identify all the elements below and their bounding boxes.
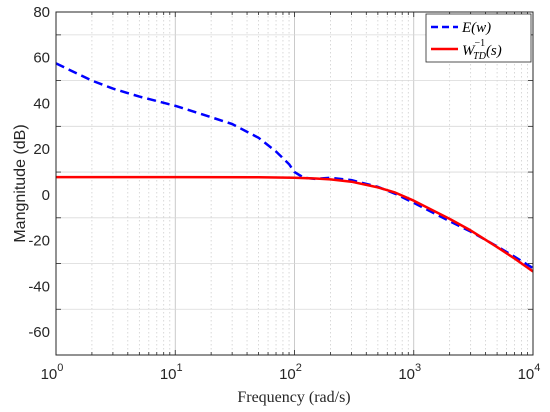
x-tick-label: 101 (160, 362, 183, 383)
y-tick-label: 40 (33, 95, 50, 112)
y-tick-label: 80 (33, 4, 50, 21)
x-tick-label: 102 (279, 362, 302, 383)
series-line-w (56, 175, 534, 273)
legend-label-w: W−1 TD(s) (462, 38, 502, 62)
y-axis-title: Mangnitude (dB) (12, 124, 29, 242)
x-tick-base: 10 (279, 366, 296, 383)
y-tick-labels: -60 -40 -20 0 20 40 60 80 (28, 4, 50, 341)
legend-w-arg: (s) (486, 43, 502, 59)
y-tick-label: -20 (28, 233, 50, 250)
x-tick-base: 10 (160, 366, 177, 383)
x-tick-exponent: 3 (415, 362, 421, 374)
legend-label-e: E(w) (461, 20, 491, 36)
legend-box (425, 13, 532, 63)
series-group (55, 62, 534, 273)
x-tick-base: 10 (41, 366, 58, 383)
legend-w-sub: TD (473, 51, 487, 62)
y-tick-label: 0 (42, 187, 50, 204)
series-line-e (55, 62, 534, 270)
x-tick-exponent: 4 (534, 362, 540, 374)
x-axis-title: Frequency (rad/s) (237, 389, 350, 406)
y-tick-label: 20 (33, 141, 50, 158)
legend-w-sup: −1 (475, 38, 486, 49)
x-tick-exponent: 2 (296, 362, 302, 374)
y-tick-label: -40 (28, 278, 50, 295)
legend-w-main: W (462, 43, 476, 59)
x-tick-labels: 100 101 102 103 104 (41, 362, 541, 383)
x-tick-label: 103 (398, 362, 421, 383)
x-tick-base: 10 (398, 366, 415, 383)
x-tick-exponent: 0 (57, 362, 63, 374)
y-tick-label: -60 (28, 324, 50, 341)
x-tick-label: 100 (41, 362, 64, 383)
y-tick-label: 60 (33, 50, 50, 67)
x-tick-base: 10 (518, 366, 535, 383)
x-tick-exponent: 1 (177, 362, 183, 374)
x-tick-label: 104 (518, 362, 541, 383)
legend: E(w) W−1 TD(s) (425, 13, 532, 63)
